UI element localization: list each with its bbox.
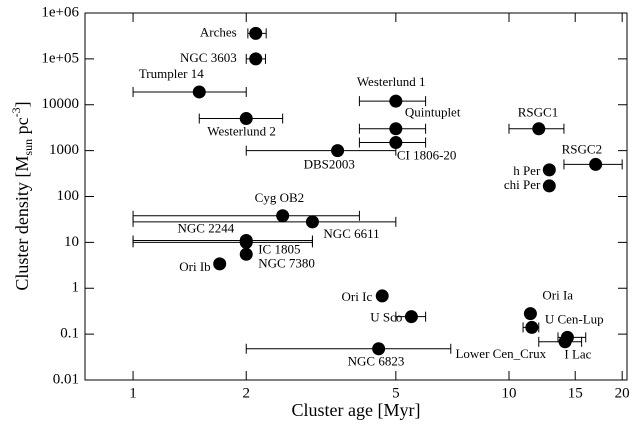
y-label-sub: sun (21, 139, 35, 156)
point-label: U Sco (370, 310, 402, 325)
point (542, 179, 556, 193)
y-label-part: pc (12, 117, 32, 139)
y-tick-label: 10 (64, 234, 79, 250)
x-tick-label: 1 (129, 385, 137, 401)
point-label: Ori Ib (179, 259, 210, 274)
point (305, 215, 319, 229)
x-tick-label: 15 (568, 385, 583, 401)
x-tick-label: 5 (392, 385, 400, 401)
point (532, 122, 546, 136)
point (213, 257, 227, 271)
point-label: Lower Cen_Crux (455, 346, 546, 361)
y-tick-label: 0.1 (60, 326, 79, 342)
error-bar (245, 343, 452, 354)
point-label: h Per (513, 163, 541, 178)
error-bar (132, 210, 360, 221)
point (523, 307, 537, 321)
point-label: Cyg OB2 (255, 190, 304, 205)
x-axis-label: Cluster age [Myr] (292, 400, 421, 420)
point (239, 247, 253, 261)
point-label: CI 1806-20 (397, 148, 457, 163)
error-bar (245, 145, 397, 156)
point (542, 163, 556, 177)
point (389, 94, 403, 108)
point-label: U Cen-Lup (545, 311, 604, 326)
point-label: IC 1805 (258, 241, 300, 256)
point (389, 122, 403, 136)
point-label: Arches (200, 24, 237, 39)
y-tick-label: 100 (57, 188, 80, 204)
point (249, 26, 263, 40)
point (239, 112, 253, 126)
point-label: Ori Ia (542, 288, 573, 303)
y-axis-label: Cluster density [Msun pc-3] (9, 101, 35, 290)
x-tick-label: 20 (615, 385, 630, 401)
point (239, 235, 253, 249)
y-tick-label: 10000 (42, 96, 80, 112)
point-label: Westerlund 2 (207, 124, 276, 139)
y-label-part: ] (12, 101, 32, 107)
point-label: Quintuplet (405, 105, 461, 120)
y-tick-label: 1 (72, 280, 80, 296)
point-label: NGC 3603 (180, 50, 237, 65)
x-tick-label: 2 (242, 385, 250, 401)
y-tick-label: 0.01 (53, 371, 79, 387)
point (331, 144, 345, 158)
error-bar (132, 86, 247, 97)
point-label: RSGC1 (518, 105, 558, 120)
point-label: NGC 6823 (348, 354, 405, 369)
point-label: I Lac (564, 346, 591, 361)
point-label: NGC 7380 (258, 255, 315, 270)
point-label: Ori Ic (342, 289, 373, 304)
point-label: NGC 2244 (178, 220, 235, 235)
point (375, 289, 389, 303)
point-label: RSGC2 (562, 141, 602, 156)
point (589, 157, 603, 171)
error-bar (132, 216, 397, 227)
point (192, 85, 206, 99)
point-label: DBS2003 (304, 157, 355, 172)
y-tick-label: 1000 (49, 142, 79, 158)
point (249, 52, 263, 66)
y-label-part: Cluster density [M (12, 156, 32, 291)
y-tick-label: 1e+05 (41, 50, 79, 66)
error-bar (132, 237, 313, 248)
point (389, 136, 403, 150)
point (404, 310, 418, 324)
point (560, 330, 574, 344)
point-label: Westerlund 1 (357, 74, 426, 89)
point (276, 209, 290, 223)
point-label: NGC 6611 (323, 226, 379, 241)
point-label: Trumpler 14 (139, 66, 204, 81)
point (525, 320, 539, 334)
point (372, 342, 386, 356)
y-label-sup: -3 (9, 107, 23, 117)
point-label: chi Per (504, 177, 541, 192)
x-tick-label: 10 (502, 385, 517, 401)
y-tick-label: 1e+06 (41, 4, 79, 20)
